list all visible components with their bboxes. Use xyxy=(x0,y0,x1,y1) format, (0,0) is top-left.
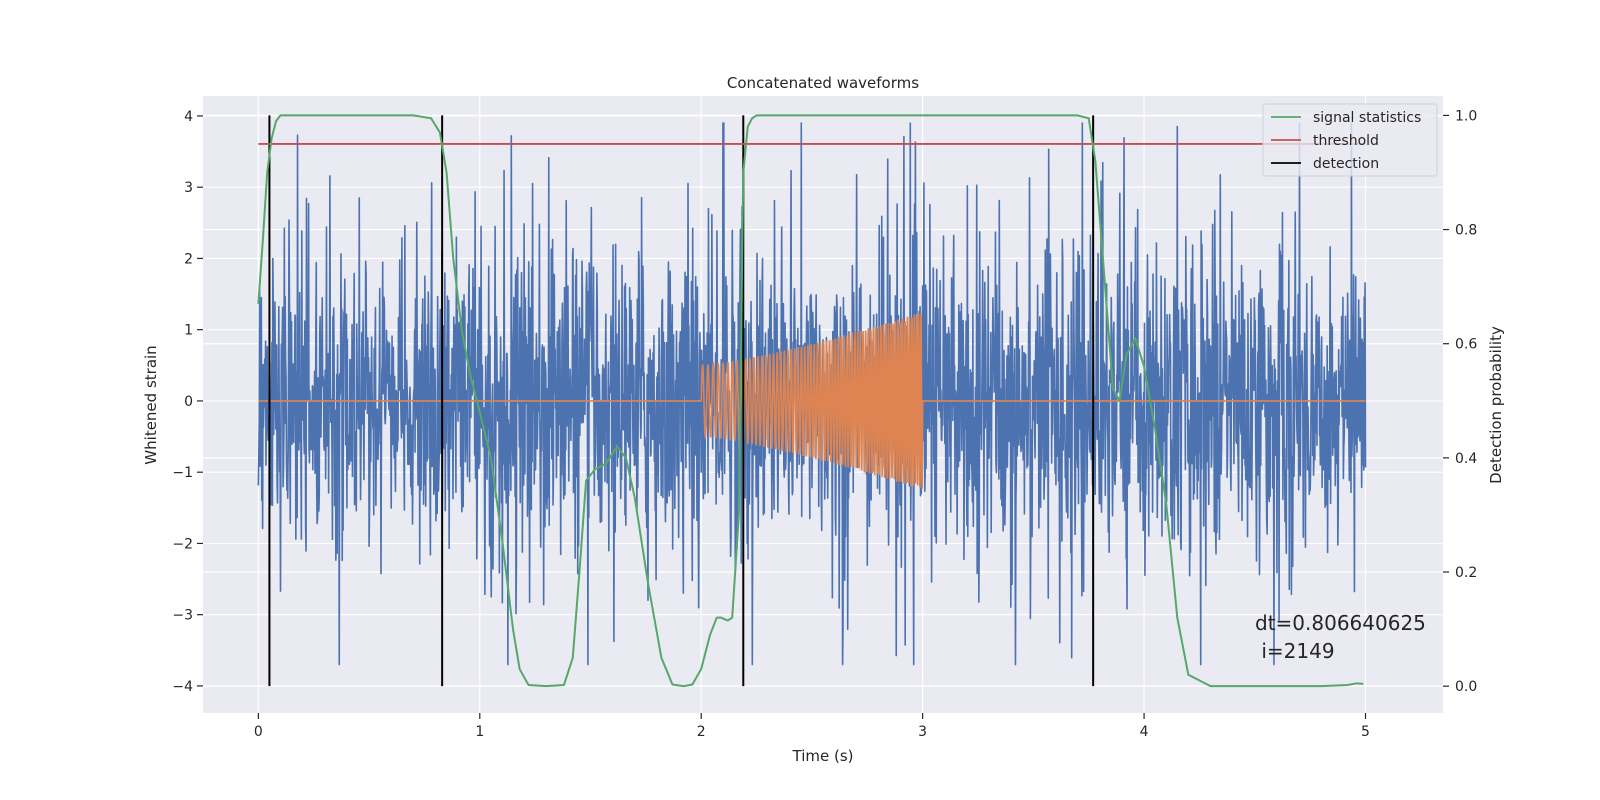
annotation-dt: dt=0.806640625 xyxy=(1255,611,1426,635)
y-tick-label-6: −2 xyxy=(172,536,193,552)
x-tick-label-1: 1 xyxy=(475,724,484,740)
legend: signal statistics threshold detection xyxy=(1262,103,1438,177)
x-tick-label-3: 3 xyxy=(918,724,927,740)
y-tick-label-2: 2 xyxy=(184,251,193,267)
x-tick-label-5: 5 xyxy=(1361,724,1370,740)
legend-label-threshold: threshold xyxy=(1313,133,1379,149)
legend-label-detection: detection xyxy=(1313,156,1379,172)
legend-box xyxy=(1262,103,1438,177)
y2-tick-label-3: 0.4 xyxy=(1455,451,1477,467)
y-tick-label-1: 3 xyxy=(184,180,193,196)
y-axis-label: Whitened strain xyxy=(142,345,160,464)
chart-title: Concatenated waveforms xyxy=(727,74,919,92)
signal-statistics-series xyxy=(257,114,1364,688)
axes: 0 1 2 3 4 5 4 3 2 1 0 −1 −2 −3 −4 1.0 0.8 0.6 0.4 0.2 0.0 xyxy=(172,108,1477,740)
y2-tick-label-0: 1.0 xyxy=(1455,108,1477,124)
y2-tick-label-2: 0.6 xyxy=(1455,337,1477,353)
x-tick-label-4: 4 xyxy=(1140,724,1149,740)
y2-tick-label-1: 0.8 xyxy=(1455,223,1477,239)
y-tick-label-0: 4 xyxy=(184,109,193,125)
y2-tick-label-5: 0.0 xyxy=(1455,679,1477,695)
y-tick-label-8: −4 xyxy=(172,679,193,695)
y-tick-label-5: −1 xyxy=(172,465,193,481)
annotation: dt=0.806640625 i=2149 xyxy=(1255,611,1426,663)
template-series xyxy=(258,313,1366,489)
template-line xyxy=(258,313,1366,489)
y2-tick-label-4: 0.2 xyxy=(1455,565,1477,581)
y-tick-label-4: 0 xyxy=(184,394,193,410)
y-tick-label-3: 1 xyxy=(184,323,193,339)
y-tick-label-7: −3 xyxy=(172,608,193,624)
signal-statistics-line xyxy=(257,114,1364,688)
legend-label-signal-statistics: signal statistics xyxy=(1313,110,1421,126)
annotation-i: i=2149 xyxy=(1255,639,1335,663)
x-axis-label: Time (s) xyxy=(792,747,854,765)
x-tick-label-2: 2 xyxy=(697,724,706,740)
y2-axis-label: Detection probability xyxy=(1487,326,1505,484)
x-tick-label-0: 0 xyxy=(254,724,263,740)
